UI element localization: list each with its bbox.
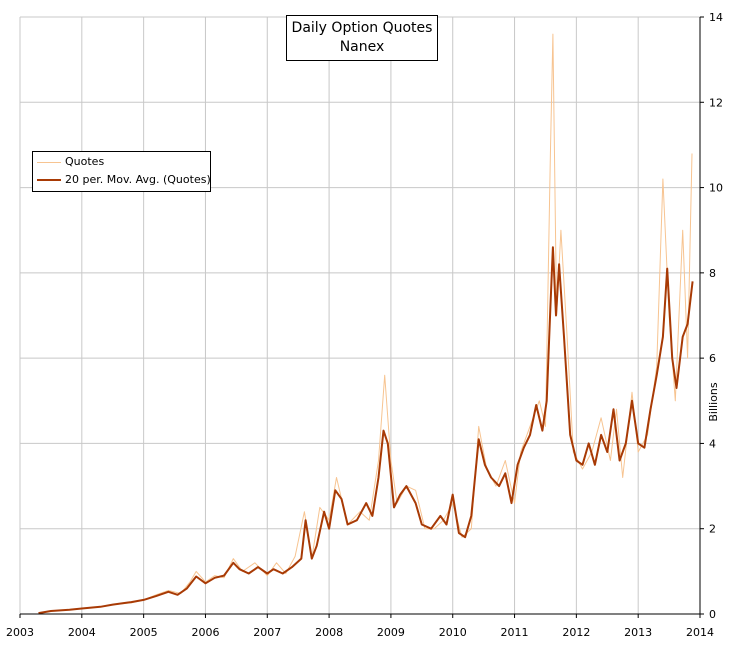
- x-tick-label: 2010: [439, 626, 467, 639]
- x-tick-label: 2008: [315, 626, 343, 639]
- x-tick-label: 2006: [191, 626, 219, 639]
- y-tick-label: 0: [709, 608, 716, 621]
- x-tick-label: 2012: [562, 626, 590, 639]
- y-tick-label: 4: [709, 437, 716, 450]
- legend-label-quotes: Quotes: [65, 155, 105, 168]
- x-tick-label: 2004: [68, 626, 96, 639]
- x-tick-label: 2007: [253, 626, 281, 639]
- legend: Quotes 20 per. Mov. Avg. (Quotes): [32, 151, 211, 192]
- chart-subtitle: Nanex: [339, 39, 385, 55]
- legend-label-moving-average: 20 per. Mov. Avg. (Quotes): [65, 173, 211, 186]
- x-tick-label: 2014: [686, 626, 714, 639]
- legend-swatch-moving-average: [37, 179, 61, 181]
- y-tick-label: 10: [709, 182, 723, 195]
- x-tick-label: 2013: [624, 626, 652, 639]
- y-axis-label: Billions: [707, 382, 720, 421]
- y-tick-label: 12: [709, 96, 723, 109]
- x-tick-label: 2011: [501, 626, 529, 639]
- legend-swatch-quotes: [37, 161, 61, 163]
- axes: Billions 2003 2004 2005 2006 2007 2008 2009 201…: [6, 11, 723, 639]
- plot-area: [20, 17, 700, 614]
- legend-item-quotes: Quotes: [37, 154, 104, 170]
- x-tick-label: 2005: [130, 626, 158, 639]
- y-tick-label: 6: [709, 352, 716, 365]
- y-tick-label: 2: [709, 523, 716, 536]
- legend-item-moving-average: 20 per. Mov. Avg. (Quotes): [37, 172, 211, 188]
- series-layer: [38, 33, 694, 615]
- x-tick-label: 2003: [6, 626, 34, 639]
- series-line-quotes: [38, 33, 693, 614]
- y-tick-label: 14: [709, 11, 723, 24]
- series-line-moving-average: [38, 246, 694, 615]
- x-tick-label: 2009: [377, 626, 405, 639]
- y-tick-label: 8: [709, 267, 716, 280]
- chart-title-box: Daily Option Quotes Nanex: [286, 15, 438, 61]
- chart-title: Daily Option Quotes: [291, 20, 433, 36]
